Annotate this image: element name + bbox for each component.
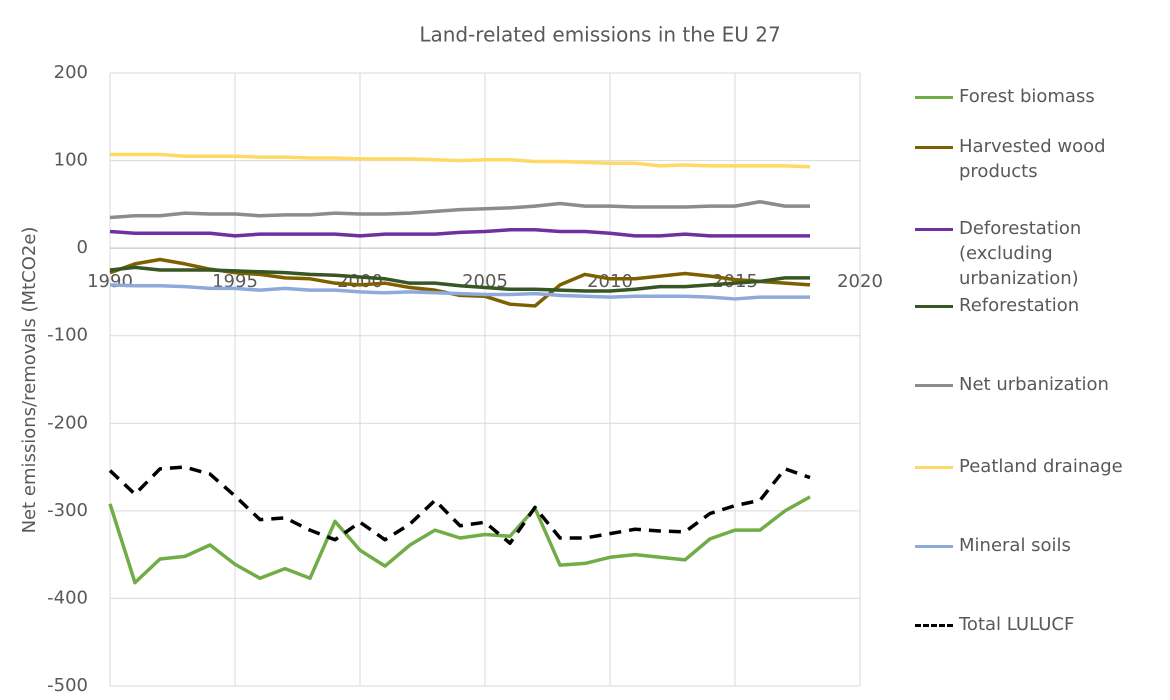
y-tick-label: -300 xyxy=(47,500,88,521)
y-tick-label: -500 xyxy=(47,675,88,696)
series-line xyxy=(108,465,811,546)
legend-entry: Deforestation (excluding urbanization) xyxy=(915,216,1165,291)
legend-label: Harvested wood products xyxy=(959,136,1106,182)
legend-entry: Mineral soils xyxy=(915,533,1165,558)
series-line xyxy=(109,283,810,301)
y-tick-label: 200 xyxy=(54,62,88,83)
legend-label: Forest biomass xyxy=(959,86,1095,107)
y-tick-label: 100 xyxy=(54,150,88,171)
legend-swatch xyxy=(915,466,953,469)
legend-entry: Forest biomass xyxy=(915,84,1165,109)
series-line xyxy=(108,495,811,585)
legend-entry: Harvested wood products xyxy=(915,134,1165,184)
legend-swatch xyxy=(915,96,953,99)
y-axis-label: Net emissions/removals (MtCO2e) xyxy=(19,227,40,534)
y-tick-label: -100 xyxy=(47,325,88,346)
legend-swatch xyxy=(915,624,953,627)
legend-swatch xyxy=(915,384,953,387)
legend-label: Peatland drainage xyxy=(959,456,1123,477)
x-tick-label: 1990 xyxy=(87,271,133,292)
y-tick-label: -400 xyxy=(47,587,88,608)
legend-entry: Reforestation xyxy=(915,293,1165,318)
legend-entry: Total LULUCF xyxy=(915,612,1165,637)
x-tick-label: 2020 xyxy=(837,271,883,292)
legend-entry: Net urbanization xyxy=(915,372,1165,397)
legend-label: Deforestation (excluding urbanization) xyxy=(959,218,1082,289)
chart-title: Land-related emissions in the EU 27 xyxy=(419,23,780,47)
legend-swatch xyxy=(915,146,953,149)
series-line xyxy=(109,228,810,238)
legend-entry: Peatland drainage xyxy=(915,454,1165,479)
series-line xyxy=(109,199,810,220)
y-tick-label: 0 xyxy=(77,237,88,258)
legend-swatch xyxy=(915,228,953,231)
legend-label: Total LULUCF xyxy=(959,614,1075,635)
series-line xyxy=(110,152,811,169)
y-tick-label: -200 xyxy=(47,412,88,433)
legend-swatch xyxy=(915,545,953,548)
legend-label: Mineral soils xyxy=(959,535,1071,556)
legend-label: Net urbanization xyxy=(959,374,1109,395)
legend-label: Reforestation xyxy=(959,295,1080,316)
series-line xyxy=(109,265,810,293)
legend-swatch xyxy=(915,305,953,308)
